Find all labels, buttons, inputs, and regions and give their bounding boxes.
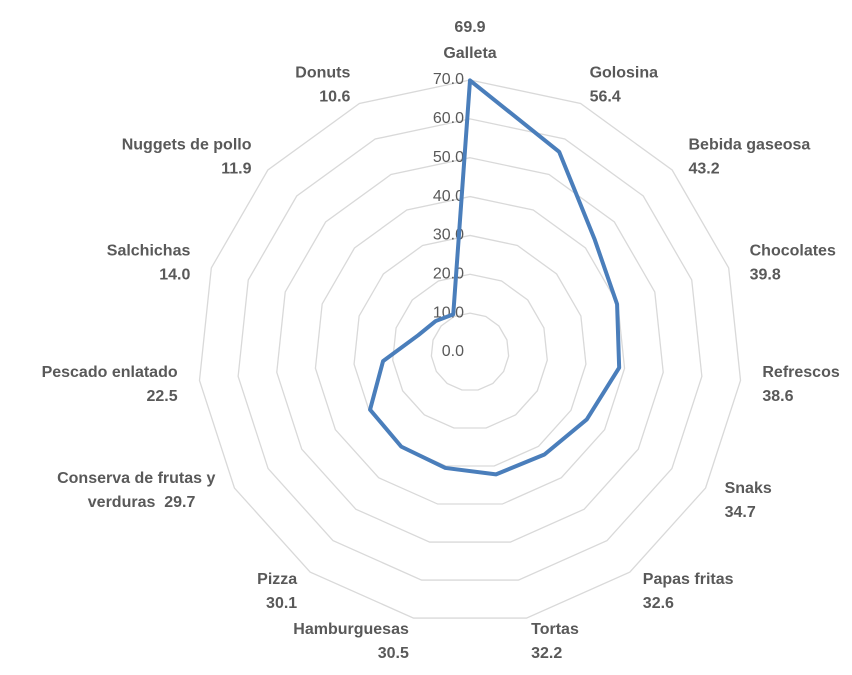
- category-label: Chocolates: [750, 242, 836, 259]
- grid-ring: [198, 79, 742, 619]
- value-label: 22.5: [146, 388, 177, 405]
- data-line: [368, 78, 622, 477]
- value-label: 39.8: [750, 266, 781, 283]
- category-label: Bebida gaseosa: [688, 136, 810, 153]
- category-label: Donuts: [295, 65, 350, 82]
- value-label: 30.1: [266, 595, 297, 612]
- axis-tick-label: 0.0: [442, 343, 464, 360]
- category-label: Pescado enlatado: [42, 364, 178, 381]
- value-label: 32.2: [531, 645, 562, 662]
- axis-tick-label: 70.0: [433, 71, 464, 88]
- value-label: 43.2: [688, 160, 719, 177]
- value-label: 10.6: [319, 89, 350, 106]
- axis-tick-label: 40.0: [433, 188, 464, 205]
- value-label: 30.5: [378, 645, 409, 662]
- value-label: 11.9: [221, 160, 251, 177]
- category-label: Tortas: [531, 621, 579, 638]
- grid-ring: [392, 273, 548, 429]
- axis-tick-label: 50.0: [433, 149, 464, 166]
- axis-tick-label: 60.0: [433, 110, 464, 127]
- value-label: 29.7: [164, 494, 195, 511]
- category-label: Galleta: [443, 45, 496, 62]
- value-label: 38.6: [762, 388, 793, 405]
- category-label: Salchichas: [107, 242, 191, 259]
- category-label: Conserva de frutas y verduras: [57, 470, 215, 511]
- grid-ring: [276, 157, 664, 543]
- value-label: 56.4: [590, 89, 621, 106]
- grid-ring: [353, 234, 587, 467]
- axis-tick-label: 20.0: [433, 266, 464, 283]
- value-label: 69.9: [454, 19, 485, 36]
- axis-tick-label: 30.0: [433, 227, 464, 244]
- value-label: 32.6: [643, 595, 674, 612]
- category-label: Refrescos: [762, 364, 839, 381]
- category-label: Papas fritas: [643, 571, 734, 588]
- value-label: 14.0: [159, 266, 190, 283]
- value-label: 34.7: [725, 504, 756, 521]
- grid-ring: [430, 312, 510, 391]
- category-label: Golosina: [590, 65, 659, 82]
- category-label: Pizza: [257, 571, 297, 588]
- category-label: Snaks: [725, 480, 772, 497]
- grid-ring: [237, 118, 703, 581]
- category-label: Hamburguesas: [293, 621, 409, 638]
- grid-ring: [314, 195, 626, 505]
- category-label: Nuggets de pollo: [122, 136, 252, 153]
